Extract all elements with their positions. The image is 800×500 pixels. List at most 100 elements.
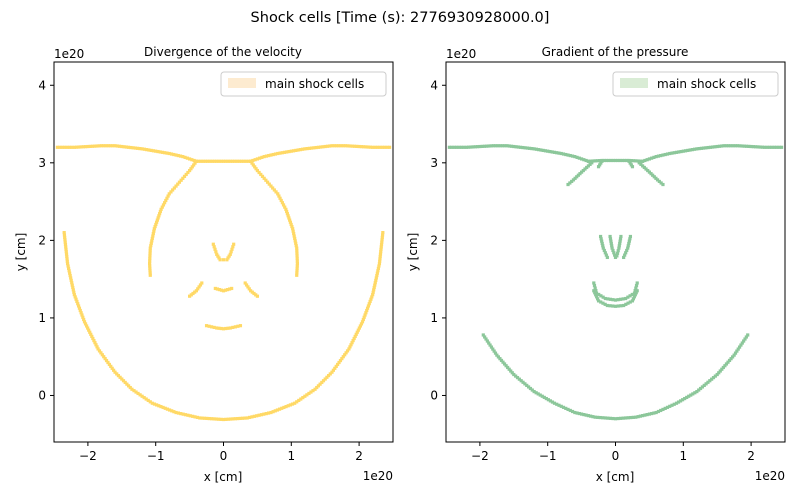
shock-cell-point (200, 416, 204, 420)
shock-cell-point (736, 347, 740, 351)
shock-cell-point (55, 145, 59, 149)
shock-cell-point (341, 144, 345, 148)
shock-cell-point (534, 147, 538, 151)
shock-cell-point (68, 271, 72, 275)
shock-cell-point (618, 158, 622, 163)
y-axis-label: y [cm] (14, 233, 28, 272)
shock-cell-point (280, 151, 284, 155)
shock-cell-point (566, 153, 570, 157)
shock-cell-point (609, 158, 613, 163)
shock-cell-point (165, 151, 169, 155)
shock-cell-point (277, 407, 282, 411)
shock-cell-point (70, 283, 74, 287)
shock-cell-point (225, 288, 230, 292)
shock-cell-point (576, 173, 580, 177)
shock-cell-point (598, 163, 602, 167)
shock-cell-point (627, 241, 631, 246)
shock-cell-point (599, 300, 603, 304)
shock-cell-point (221, 327, 226, 331)
shock-cell-point (526, 385, 531, 389)
shock-cell-point (74, 297, 78, 301)
shock-cell-point (722, 144, 726, 148)
x-axis-label: x [cm] (204, 470, 243, 484)
shock-cell-point (267, 153, 271, 158)
shock-cell-point (88, 330, 92, 334)
shock-cell-point (603, 416, 607, 420)
shock-cell-point (711, 376, 716, 380)
shock-cell-point (492, 349, 496, 353)
shock-cell-point (295, 262, 299, 266)
shock-cell-point (231, 417, 235, 421)
shock-cell-point (589, 414, 593, 418)
shock-cell-point (233, 159, 237, 163)
shock-cell-point (747, 144, 751, 148)
shock-cell-point (616, 304, 620, 308)
shock-cell-point (708, 145, 713, 149)
shock-cell-point (343, 144, 348, 148)
shock-cell-point (487, 341, 491, 345)
shock-cell-point (758, 145, 762, 149)
shock-cell-point (546, 149, 550, 153)
x-tick-label: −1 (539, 449, 557, 463)
shock-cell-point (665, 405, 670, 409)
shock-cell-point (93, 341, 97, 345)
shock-cell-point (763, 145, 767, 149)
shock-cell-point (86, 326, 90, 330)
shock-cell-point (618, 297, 623, 301)
shock-cell-point (295, 246, 299, 250)
shock-cell-point (217, 326, 221, 330)
shock-cell-point (561, 405, 566, 409)
shock-cell-point (600, 241, 604, 246)
shock-cell-point (683, 396, 687, 401)
shock-cell-point (316, 145, 321, 149)
shock-cell-point (286, 214, 290, 218)
shock-cell-point (166, 194, 170, 198)
shock-cell-point (608, 416, 613, 420)
shock-cell-point (616, 416, 620, 421)
shock-cell-point (619, 304, 623, 308)
shock-cell-point (325, 144, 330, 148)
shock-cell-point (361, 317, 365, 322)
shock-cell-point (144, 397, 148, 401)
shock-cell-point (595, 159, 600, 163)
shock-cell-point (64, 250, 68, 254)
shock-cell-point (512, 372, 516, 377)
shock-cell-point (483, 335, 487, 339)
shock-cell-point (740, 341, 744, 345)
shock-cell-point (459, 145, 464, 149)
shock-cell-point (622, 255, 626, 260)
shock-cell-point (599, 294, 603, 298)
shock-cell-point (311, 389, 315, 393)
shock-cell-point (599, 161, 603, 165)
shock-cell-point (618, 241, 622, 246)
shock-cell-point (188, 168, 192, 173)
shock-cell-point (172, 186, 176, 190)
x-ticks: −2 −1 0 1 2 (471, 442, 755, 463)
shock-cell-point (165, 407, 170, 411)
shock-cell-point (77, 145, 81, 149)
shock-cell-point (609, 239, 613, 243)
shock-cell-point (348, 144, 352, 148)
shock-cell-point (380, 240, 384, 244)
shock-cell-point (721, 365, 725, 370)
shock-cell-point (628, 237, 632, 241)
shock-cell-point (138, 147, 142, 151)
shock-cell-point (250, 161, 254, 165)
shock-cell-point (647, 157, 651, 161)
shock-cell-point (364, 145, 368, 149)
shock-cell-point (196, 287, 200, 291)
shock-cell-point (113, 144, 117, 148)
shock-cell-point (772, 145, 776, 149)
shock-cell-point (720, 367, 724, 371)
shock-cell-point (336, 362, 340, 367)
shock-cell-point (303, 394, 307, 398)
shock-cell-point (267, 182, 271, 186)
shock-cell-point (123, 380, 127, 385)
shock-cell-point (661, 153, 665, 157)
legend-box (220, 71, 387, 97)
y-offset-text: 1e20 (54, 47, 84, 61)
shock-cell-point (647, 412, 651, 416)
shock-cell-point (219, 326, 223, 331)
shock-cell-point (70, 145, 74, 149)
shock-cell-point (233, 417, 237, 421)
